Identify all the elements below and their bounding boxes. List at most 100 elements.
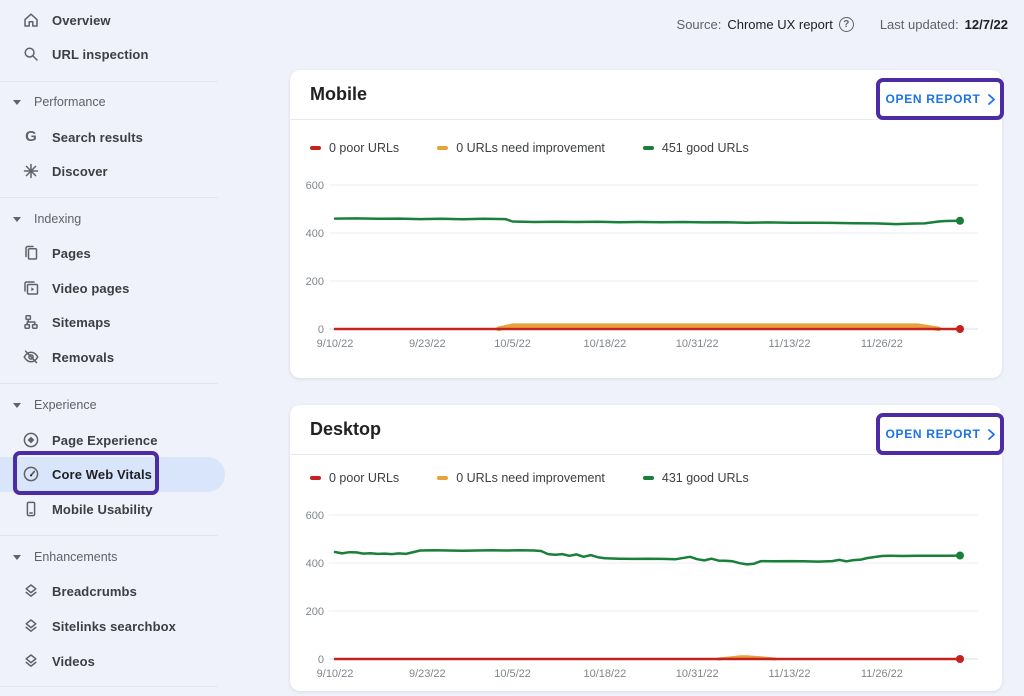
svg-text:9/10/22: 9/10/22 [317, 338, 354, 350]
needs-improvement-dash-icon [437, 146, 448, 150]
layers-icon [22, 652, 40, 670]
legend-item-poor: 0 poor URLs [310, 471, 399, 485]
svg-text:400: 400 [306, 558, 324, 570]
google-g-icon: G [22, 128, 40, 146]
legend-item-poor: 0 poor URLs [310, 141, 399, 155]
chevron-right-icon [988, 94, 995, 105]
sidebar-item-mobile-usability[interactable]: Mobile Usability [0, 492, 240, 526]
open-report-button[interactable]: OPEN REPORT [885, 427, 994, 441]
sidebar-item-removals[interactable]: Removals [0, 340, 240, 374]
sidebar-item-label: Overview [52, 13, 111, 28]
sidebar-item-label: Discover [52, 164, 108, 179]
sidebar-item-label: Mobile Usability [52, 502, 153, 517]
svg-text:400: 400 [306, 228, 324, 240]
smartphone-icon [22, 500, 40, 518]
sidebar: Overview URL inspection Performance G Se… [0, 0, 260, 696]
sidebar-item-label: Videos [52, 654, 95, 669]
svg-text:11/26/22: 11/26/22 [861, 338, 903, 350]
svg-text:11/13/22: 11/13/22 [769, 668, 811, 680]
svg-text:10/5/22: 10/5/22 [494, 338, 531, 350]
annotation-box-open-report: OPEN REPORT [876, 78, 1004, 120]
svg-text:9/23/22: 9/23/22 [409, 338, 446, 350]
sidebar-item-breadcrumbs[interactable]: Breadcrumbs [0, 574, 240, 608]
report-meta-header: Source: Chrome UX report ? Last updated:… [677, 13, 1008, 35]
sidebar-divider [0, 535, 218, 536]
card-title: Desktop [310, 419, 381, 440]
desktop-urls-line-chart[interactable]: 02004006009/10/229/23/2210/5/2210/18/221… [300, 505, 992, 695]
sidebar-item-discover[interactable]: Discover [0, 154, 240, 188]
sidebar-section-indexing[interactable]: Indexing [0, 205, 240, 233]
svg-text:0: 0 [318, 324, 324, 336]
svg-text:600: 600 [306, 510, 324, 522]
chevron-down-icon [13, 217, 21, 222]
sidebar-item-label: Search results [52, 130, 143, 145]
sitemap-icon [22, 313, 40, 331]
svg-text:10/18/22: 10/18/22 [583, 338, 626, 350]
annotation-box-open-report: OPEN REPORT [876, 413, 1004, 455]
svg-text:10/5/22: 10/5/22 [494, 668, 531, 680]
sidebar-item-sitelinks-searchbox[interactable]: Sitelinks searchbox [0, 609, 240, 643]
source-value: Chrome UX report [727, 17, 832, 32]
sidebar-item-sitemaps[interactable]: Sitemaps [0, 305, 240, 339]
needs-improvement-dash-icon [437, 476, 448, 480]
last-updated-value: 12/7/22 [965, 17, 1008, 32]
help-icon[interactable]: ? [839, 17, 854, 32]
source-label: Source: [677, 17, 722, 32]
search-icon [22, 45, 40, 63]
sidebar-item-pages[interactable]: Pages [0, 236, 240, 270]
discover-spark-icon [22, 162, 40, 180]
svg-text:11/13/22: 11/13/22 [769, 338, 811, 350]
sidebar-item-overview[interactable]: Overview [0, 3, 240, 37]
sidebar-item-label: Video pages [52, 281, 129, 296]
poor-dash-icon [310, 146, 321, 150]
chart-legend: 0 poor URLs 0 URLs need improvement 451 … [310, 140, 749, 156]
speedometer-icon [22, 465, 40, 483]
sidebar-item-core-web-vitals[interactable]: Core Web Vitals [0, 457, 240, 491]
chevron-right-icon [988, 429, 995, 440]
sidebar-divider [0, 197, 218, 198]
mobile-report-card: Mobile OPEN REPORT 0 poor URLs 0 URLs ne… [290, 70, 1002, 378]
sidebar-item-label: Removals [52, 350, 114, 365]
sidebar-item-url-inspection[interactable]: URL inspection [0, 37, 240, 71]
sidebar-section-label: Indexing [34, 212, 81, 226]
sidebar-divider [0, 81, 218, 82]
poor-dash-icon [310, 476, 321, 480]
desktop-report-card: Desktop OPEN REPORT 0 poor URLs 0 URLs n… [290, 405, 1002, 691]
svg-text:600: 600 [306, 180, 324, 192]
svg-text:10/18/22: 10/18/22 [583, 668, 626, 680]
last-updated-label: Last updated: [880, 17, 959, 32]
open-report-button[interactable]: OPEN REPORT [885, 92, 994, 106]
sidebar-item-page-experience[interactable]: Page Experience [0, 423, 240, 457]
legend-item-needs-improvement: 0 URLs need improvement [437, 471, 605, 485]
sidebar-section-experience[interactable]: Experience [0, 391, 240, 419]
sidebar-divider [0, 686, 218, 687]
eye-off-icon [22, 348, 40, 366]
sidebar-item-label: Sitelinks searchbox [52, 619, 176, 634]
sidebar-section-enhancements[interactable]: Enhancements [0, 543, 240, 571]
sidebar-item-label: URL inspection [52, 47, 149, 62]
svg-text:9/23/22: 9/23/22 [409, 668, 446, 680]
sidebar-item-video-pages[interactable]: Video pages [0, 271, 240, 305]
good-dash-icon [643, 476, 654, 480]
sidebar-item-videos[interactable]: Videos [0, 644, 240, 678]
sidebar-divider [0, 383, 218, 384]
sidebar-item-search-results[interactable]: G Search results [0, 120, 240, 154]
sidebar-section-performance[interactable]: Performance [0, 88, 240, 116]
sidebar-item-label: Breadcrumbs [52, 584, 137, 599]
video-pages-icon [22, 279, 40, 297]
svg-text:9/10/22: 9/10/22 [317, 668, 354, 680]
sidebar-item-label: Page Experience [52, 433, 158, 448]
page-experience-icon [22, 431, 40, 449]
layers-icon [22, 582, 40, 600]
pages-icon [22, 244, 40, 262]
home-icon [22, 11, 40, 29]
svg-text:10/31/22: 10/31/22 [676, 668, 719, 680]
svg-text:10/31/22: 10/31/22 [676, 338, 719, 350]
mobile-urls-line-chart[interactable]: 02004006009/10/229/23/2210/5/2210/18/221… [300, 175, 992, 365]
svg-text:11/26/22: 11/26/22 [861, 668, 903, 680]
layers-icon [22, 617, 40, 635]
chevron-down-icon [13, 100, 21, 105]
card-header: Desktop OPEN REPORT [290, 405, 1002, 455]
chevron-down-icon [13, 555, 21, 560]
svg-text:200: 200 [306, 606, 324, 618]
